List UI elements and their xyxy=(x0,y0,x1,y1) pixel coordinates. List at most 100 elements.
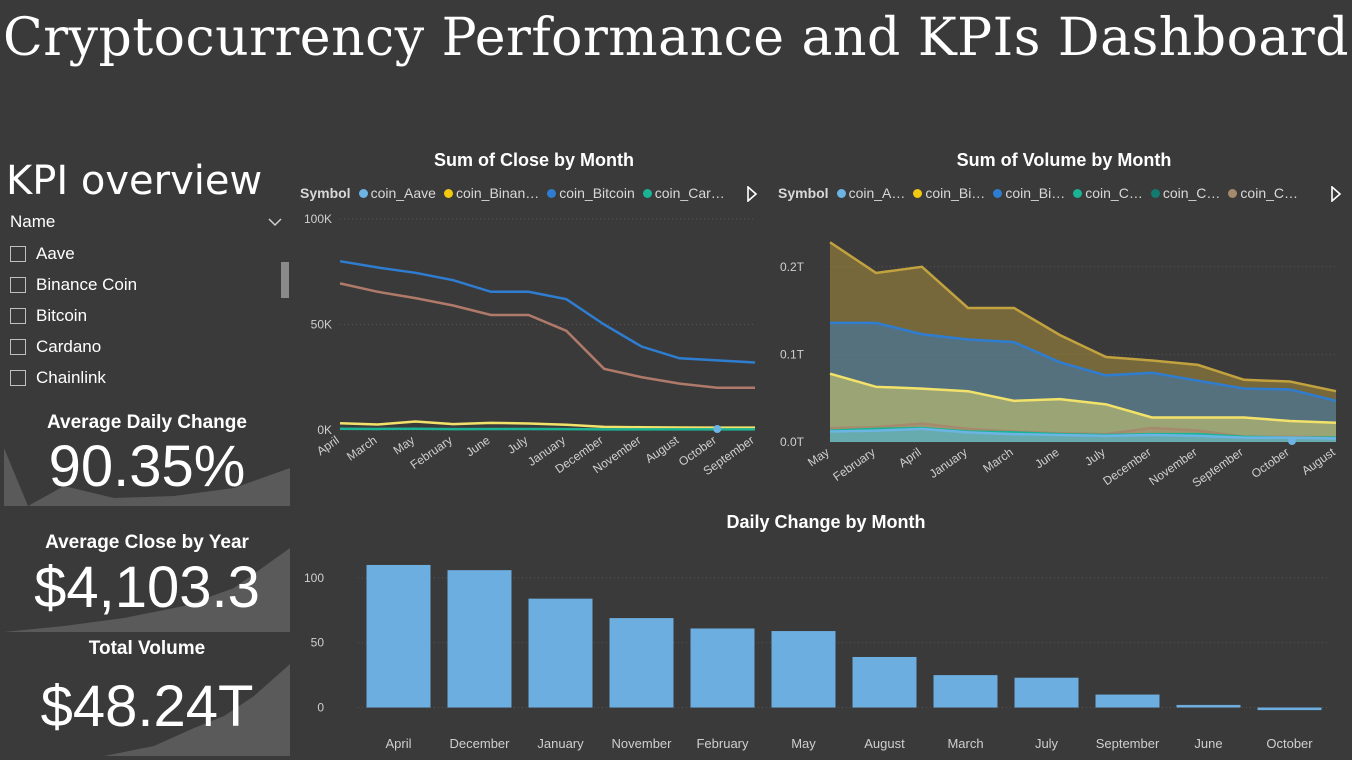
slicer-item-binance-coin[interactable]: Binance Coin xyxy=(10,269,292,300)
legend-dot xyxy=(547,188,557,198)
sparkline xyxy=(4,448,290,506)
x-tick-label: July xyxy=(505,433,531,457)
slicer-item-label: Binance Coin xyxy=(36,274,138,294)
kpi-heading: KPI overview xyxy=(6,158,263,204)
series-line xyxy=(829,241,1337,393)
legend-dot xyxy=(1228,188,1238,198)
checkbox[interactable] xyxy=(10,276,26,293)
volume-chart-title: Sum of Volume by Month xyxy=(956,150,1172,170)
checkbox[interactable] xyxy=(10,338,26,355)
name-slicer[interactable]: Name Aave Binance Coin Bitcoin Cardano C… xyxy=(10,212,292,392)
x-tick-label: October xyxy=(1266,736,1313,751)
slicer-item-label: Aave xyxy=(36,243,75,263)
bar-chart-title: Daily Change by Month xyxy=(726,512,926,532)
legend-label: coin_Bitcoin xyxy=(559,185,635,201)
legend-dot xyxy=(836,188,846,198)
series-line xyxy=(339,282,755,390)
x-tick-label: January xyxy=(927,445,970,481)
legend-title: Symbol xyxy=(300,185,351,201)
close-chart-legend: Symbol coin_Aave coin_Binan… coin_Bitcoi… xyxy=(300,185,733,201)
bar xyxy=(528,598,593,708)
x-tick-label: September xyxy=(1096,736,1160,751)
y-tick-label: 50K xyxy=(311,318,332,332)
card-value: $4,103.3 xyxy=(34,555,260,620)
slicer-item-cardano[interactable]: Cardano xyxy=(10,331,292,362)
series-line xyxy=(339,420,755,429)
y-tick-label: 0K xyxy=(317,423,332,437)
dashboard-title: Cryptocurrency Performance and KPIs Dash… xyxy=(2,8,1350,68)
close-chart-title: Sum of Close by Month xyxy=(434,150,634,170)
x-tick-label: June xyxy=(1194,736,1222,751)
slicer-list: Aave Binance Coin Bitcoin Cardano Chainl… xyxy=(10,238,292,393)
bar xyxy=(933,675,998,708)
checkbox[interactable] xyxy=(10,369,26,386)
legend-item[interactable]: coin_Binan… xyxy=(443,185,540,201)
legend-item[interactable]: coin_Car… xyxy=(642,185,725,201)
checkbox[interactable] xyxy=(10,245,26,262)
legend-next-arrow-icon[interactable] xyxy=(1330,186,1342,202)
card-total-volume: Total Volume $48.24T xyxy=(4,636,290,756)
y-tick-label: 100K xyxy=(304,212,332,226)
y-tick-label: 0 xyxy=(317,701,324,715)
daily-change-bar-chart: 0 50 100 April December January November Februa… xyxy=(304,564,1330,751)
legend-dot xyxy=(443,188,453,198)
card-average-close-by-year: Average Close by Year $4,103.3 xyxy=(4,528,290,632)
legend-label: coin_Binan… xyxy=(455,185,540,201)
x-tick-label: August xyxy=(864,736,905,751)
legend-item[interactable]: coin_C… xyxy=(1228,185,1298,201)
sparkline xyxy=(4,548,290,632)
series-line xyxy=(339,259,756,364)
legend-title: Symbol xyxy=(778,185,829,201)
bar xyxy=(1095,694,1160,708)
x-tick-label: November xyxy=(612,736,673,751)
card-label: Average Close by Year xyxy=(45,532,249,553)
legend-label: coin_C… xyxy=(1240,185,1299,201)
x-tick-label: January xyxy=(537,736,584,751)
checkbox[interactable] xyxy=(10,307,26,324)
legend-item[interactable]: coin_Bitcoin xyxy=(547,185,635,201)
x-tick-label: May xyxy=(805,445,832,469)
legend-label: coin_Aave xyxy=(370,185,436,201)
bar xyxy=(1014,677,1079,708)
sparkline xyxy=(104,664,290,756)
x-tick-label: February xyxy=(408,433,455,472)
data-point xyxy=(713,425,722,433)
slicer-header[interactable]: Name xyxy=(10,212,292,232)
legend-item[interactable]: coin_Aave xyxy=(358,185,436,201)
legend-item[interactable]: coin_Bi… xyxy=(913,185,985,201)
x-tick-label: July xyxy=(1035,736,1059,751)
bar xyxy=(1176,704,1241,708)
legend-label: coin_Car… xyxy=(654,185,725,201)
volume-chart-legend: Symbol coin_A… coin_Bi… coin_Bi… coin_C…… xyxy=(778,185,1306,201)
series-line xyxy=(830,321,1337,403)
chevron-down-icon[interactable] xyxy=(268,212,282,232)
slicer-item-bitcoin[interactable]: Bitcoin xyxy=(10,300,292,331)
bar xyxy=(852,656,917,708)
legend-dot xyxy=(1150,188,1160,198)
x-tick-label: June xyxy=(463,433,493,460)
legend-next-arrow-icon[interactable] xyxy=(746,186,758,202)
series-line xyxy=(339,427,755,431)
x-tick-label: February xyxy=(830,445,877,484)
slicer-item-aave[interactable]: Aave xyxy=(10,238,292,269)
slicer-scrollbar[interactable] xyxy=(281,262,289,298)
bar xyxy=(771,631,836,708)
series-line xyxy=(829,427,1337,440)
legend-label: coin_A… xyxy=(848,185,906,201)
card-label: Average Daily Change xyxy=(47,412,247,433)
x-tick-label: December xyxy=(1100,445,1153,488)
legend-item[interactable]: coin_C… xyxy=(1073,185,1143,201)
legend-label: coin_Bi… xyxy=(1005,185,1066,201)
x-tick-label: August xyxy=(643,433,682,466)
x-tick-label: May xyxy=(791,736,816,751)
legend-dot xyxy=(993,188,1003,198)
legend-item[interactable]: coin_A… xyxy=(836,185,906,201)
series-area xyxy=(830,322,1336,442)
legend-item[interactable]: coin_C… xyxy=(1150,185,1221,201)
legend-item[interactable]: coin_Bi… xyxy=(993,185,1065,201)
slicer-item-chainlink[interactable]: Chainlink xyxy=(10,362,292,393)
x-tick-label: September xyxy=(1190,445,1246,490)
legend-label: coin_C… xyxy=(1162,185,1221,201)
